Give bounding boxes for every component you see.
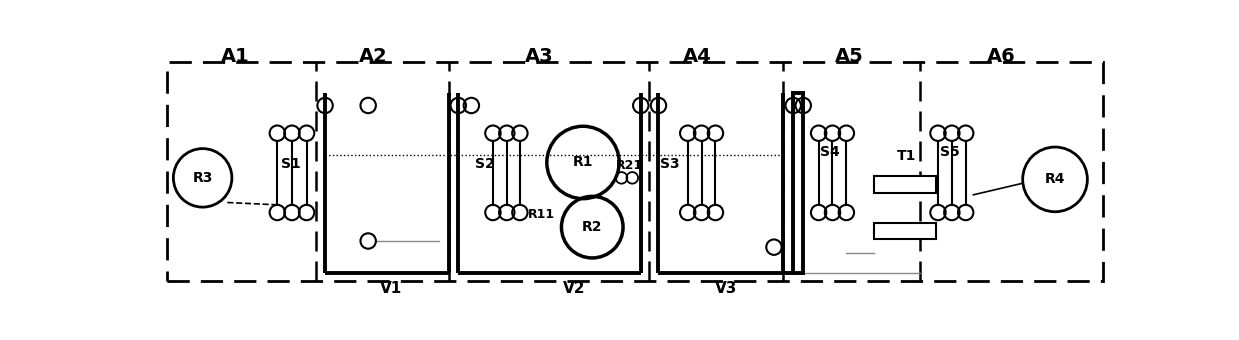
Text: R3: R3 (192, 171, 213, 185)
Bar (873, 176, 935, 193)
Text: R2: R2 (582, 220, 602, 234)
Text: A6: A6 (986, 47, 1016, 66)
Bar (873, 222, 935, 239)
Bar (167, 62, 1103, 281)
Text: V3: V3 (715, 281, 737, 296)
Text: R21: R21 (616, 159, 643, 172)
Text: S5: S5 (940, 146, 960, 159)
Text: V2: V2 (563, 281, 585, 296)
Text: R11: R11 (528, 207, 555, 221)
Text: A3: A3 (525, 47, 554, 66)
Text: S1: S1 (281, 157, 301, 171)
Text: S3: S3 (660, 157, 680, 171)
Text: S2: S2 (476, 157, 496, 171)
Text: A2: A2 (359, 47, 388, 66)
Text: T1: T1 (897, 149, 916, 163)
Text: R1: R1 (572, 155, 593, 169)
Text: S4: S4 (819, 146, 839, 159)
Text: V1: V1 (380, 281, 403, 296)
Text: A1: A1 (221, 47, 249, 66)
Text: R4: R4 (1044, 172, 1066, 186)
Text: A4: A4 (683, 47, 711, 66)
Text: A5: A5 (835, 47, 864, 66)
